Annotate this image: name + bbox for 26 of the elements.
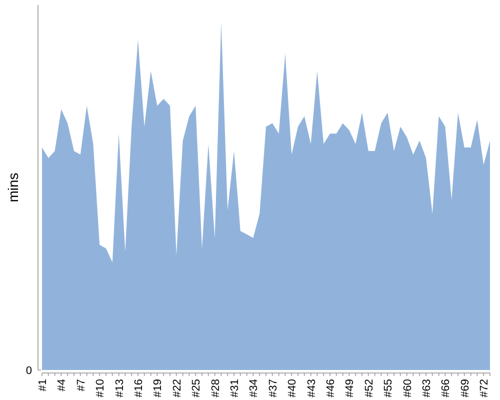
x-tick-label: #63 bbox=[421, 379, 433, 398]
x-tick-label: #55 bbox=[382, 379, 395, 398]
x-tick-label: #1 bbox=[37, 379, 49, 392]
x-tick-label: #22 bbox=[171, 379, 184, 398]
x-tick-label: #46 bbox=[325, 379, 337, 398]
x-tick-label: #34 bbox=[248, 379, 260, 398]
x-tick-label: #37 bbox=[267, 379, 280, 398]
x-tick-label: #19 bbox=[152, 379, 164, 398]
x-tick-label: #72 bbox=[478, 379, 491, 398]
x-tick-label: #52 bbox=[363, 379, 376, 398]
x-tick-label: #13 bbox=[114, 379, 126, 398]
x-tick-label: #40 bbox=[286, 379, 299, 398]
x-tick-label: #28 bbox=[210, 379, 222, 398]
x-tick-label: #25 bbox=[190, 379, 203, 398]
x-tick-label: #69 bbox=[459, 379, 472, 398]
x-tick-label: #10 bbox=[94, 379, 107, 398]
x-tick-label: #43 bbox=[306, 379, 318, 398]
x-tick-label: #66 bbox=[440, 379, 452, 398]
x-tick-label: #31 bbox=[229, 379, 241, 398]
x-tick-label: #49 bbox=[344, 379, 356, 398]
y-axis-title: mins bbox=[5, 172, 21, 202]
x-tick-label: #7 bbox=[75, 379, 88, 392]
x-tick-label: #4 bbox=[56, 379, 68, 392]
x-tick-label: #60 bbox=[402, 379, 414, 398]
text: 0 bbox=[26, 364, 32, 377]
x-tick-label: #16 bbox=[133, 379, 145, 398]
